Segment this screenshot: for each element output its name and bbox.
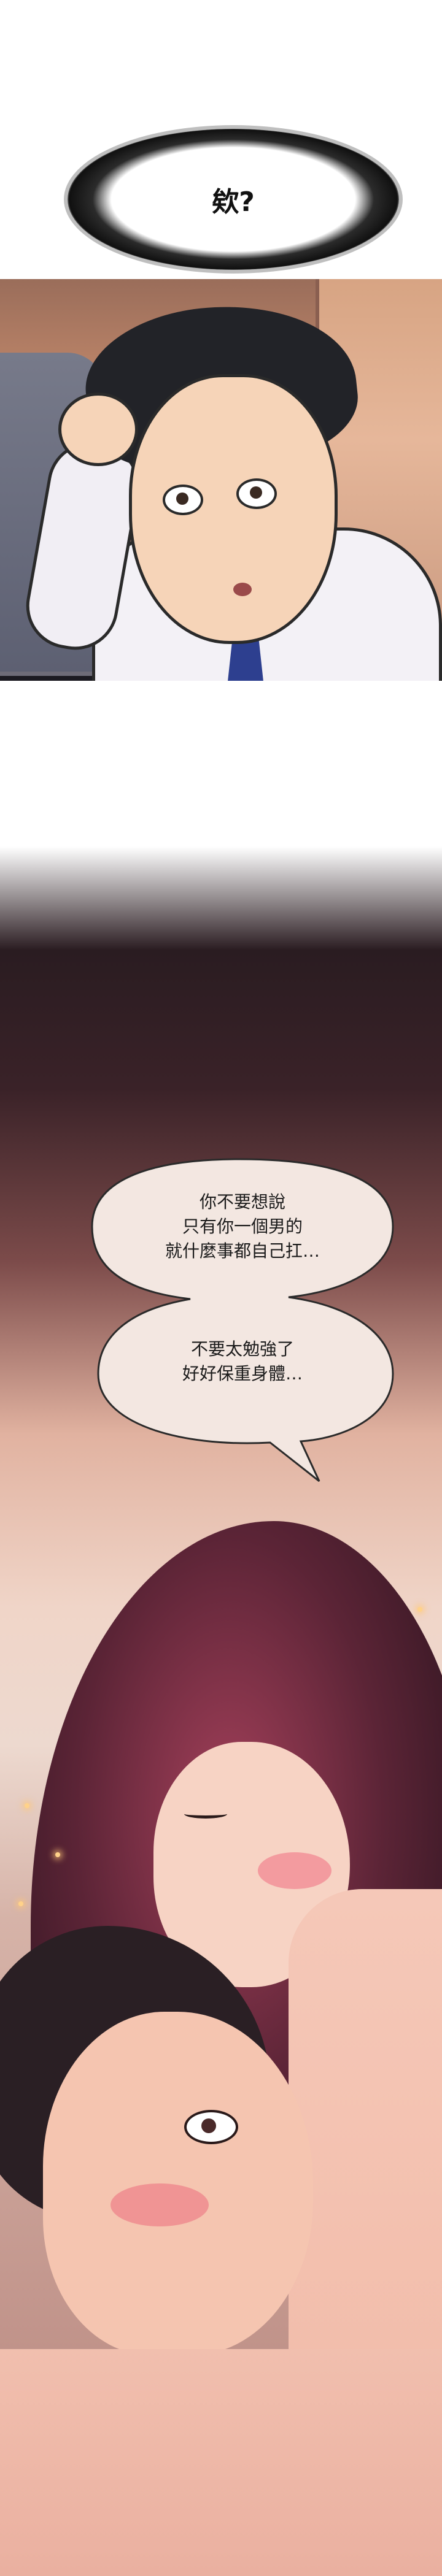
speech-line: 只有你一個男的 [182, 1216, 303, 1236]
comic-panel-surprised-man: 欸? [0, 0, 442, 681]
woman-closed-eye [184, 1809, 227, 1819]
speech-text-block-1: 你不要想說 只有你一個男的 就什麼事都自己扛… [86, 1190, 399, 1263]
speech-bubble: 你不要想說 只有你一個男的 就什麼事都自己扛… 不要太勉強了 好好保重身體… [86, 1153, 399, 1484]
sparkle [417, 1607, 422, 1612]
embrace-arms [0, 2349, 442, 2576]
man-mouth [233, 583, 252, 596]
speech-line: 你不要想說 [199, 1192, 285, 1212]
sparkle [55, 1852, 60, 1857]
sparkle [18, 1901, 23, 1906]
comic-panel-kiss: 你不要想說 只有你一個男的 就什麼事都自己扛… 不要太勉強了 好好保重身體… [0, 846, 442, 2576]
man-eye-closeup [184, 2110, 238, 2144]
man-face-closeup [43, 2012, 313, 2355]
man-blush [110, 2183, 209, 2226]
woman-blush [258, 1852, 332, 1889]
speech-bubble-shape [91, 1158, 394, 1482]
speech-line: 就什麼事都自己扛… [165, 1241, 320, 1261]
speech-text-block-2: 不要太勉強了 好好保重身體… [86, 1337, 399, 1386]
man-face [129, 374, 338, 644]
surprise-text: 欸? [212, 186, 255, 218]
sparkle [25, 1803, 29, 1808]
speech-line: 好好保重身體… [182, 1363, 303, 1384]
man-left-eye [163, 485, 203, 515]
man-right-eye [236, 478, 277, 509]
thought-bubble-surprise: 欸? [68, 129, 399, 270]
man-hand-on-head [58, 393, 138, 466]
speech-line: 不要太勉強了 [190, 1339, 294, 1359]
